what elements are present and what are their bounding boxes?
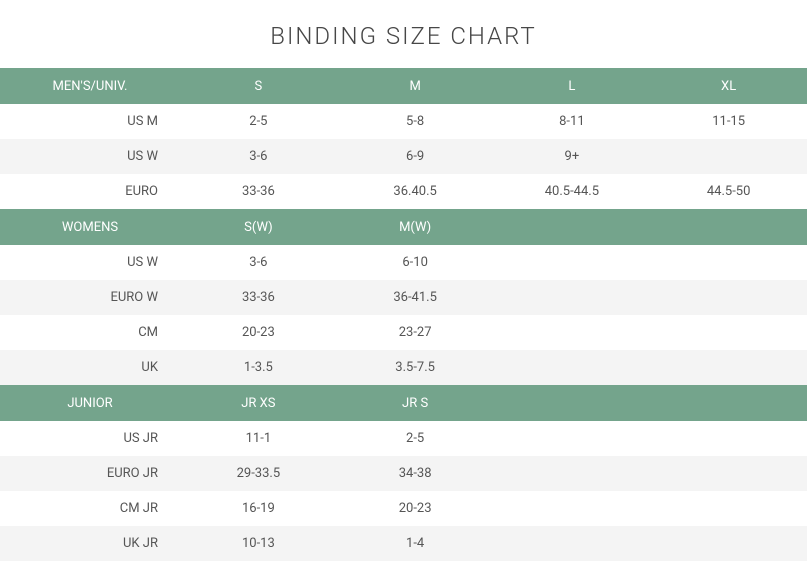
data-cell: 44.5-50	[650, 184, 807, 199]
section-header: WOMENSS(W)M(W)	[0, 209, 807, 245]
data-cell: 34-38	[337, 466, 494, 481]
table-row: US JR11-12-5	[0, 421, 807, 456]
data-cell: 33-36	[180, 290, 337, 305]
table-row: US W3-66-10	[0, 245, 807, 280]
data-cell: 6-9	[337, 149, 494, 164]
table-row: EURO33-3636.40.540.5-44.544.5-50	[0, 174, 807, 209]
header-cell: M(W)	[337, 220, 494, 235]
row-label: US W	[0, 149, 180, 164]
data-cell: 36.40.5	[337, 184, 494, 199]
data-cell: 20-23	[337, 501, 494, 516]
header-cell: L	[494, 79, 651, 94]
data-cell: 36-41.5	[337, 290, 494, 305]
row-label: UK JR	[0, 536, 180, 551]
data-cell: 16-19	[180, 501, 337, 516]
header-label: WOMENS	[0, 220, 180, 235]
row-label: UK	[0, 360, 180, 375]
section-header: MEN'S/UNIV.SMLXL	[0, 68, 807, 104]
header-cell: JR S	[337, 396, 494, 411]
row-label: EURO	[0, 184, 180, 199]
table-row: EURO W33-3636-41.5	[0, 280, 807, 315]
row-label: US W	[0, 255, 180, 270]
header-cell: S(W)	[180, 220, 337, 235]
data-cell: 2-5	[180, 114, 337, 129]
data-cell: 10-13	[180, 536, 337, 551]
table-row: US M2-55-88-1111-15	[0, 104, 807, 139]
data-cell: 29-33.5	[180, 466, 337, 481]
data-cell: 2-5	[337, 431, 494, 446]
data-cell: 6-10	[337, 255, 494, 270]
data-cell: 3-6	[180, 149, 337, 164]
data-cell: 11-1	[180, 431, 337, 446]
header-cell: XL	[650, 79, 807, 94]
page-title: BINDING SIZE CHART	[0, 0, 807, 68]
row-label: CM	[0, 325, 180, 340]
row-label: US JR	[0, 431, 180, 446]
header-cell: JR XS	[180, 396, 337, 411]
row-label: US M	[0, 114, 180, 129]
size-chart: MEN'S/UNIV.SMLXLUS M2-55-88-1111-15US W3…	[0, 68, 807, 561]
data-cell: 40.5-44.5	[494, 184, 651, 199]
header-label: MEN'S/UNIV.	[0, 79, 180, 94]
data-cell: 11-15	[650, 114, 807, 129]
data-cell: 3-6	[180, 255, 337, 270]
data-cell: 9+	[494, 149, 651, 164]
data-cell: 8-11	[494, 114, 651, 129]
row-label: EURO JR	[0, 466, 180, 481]
data-cell: 1-3.5	[180, 360, 337, 375]
row-label: EURO W	[0, 290, 180, 305]
data-cell: 20-23	[180, 325, 337, 340]
table-row: EURO JR29-33.534-38	[0, 456, 807, 491]
table-row: US W3-66-99+	[0, 139, 807, 174]
data-cell: 33-36	[180, 184, 337, 199]
data-cell: 23-27	[337, 325, 494, 340]
section-header: JUNIORJR XSJR S	[0, 385, 807, 421]
table-row: UK1-3.53.5-7.5	[0, 350, 807, 385]
header-label: JUNIOR	[0, 396, 180, 411]
header-cell: M	[337, 79, 494, 94]
table-row: CM20-2323-27	[0, 315, 807, 350]
header-cell: S	[180, 79, 337, 94]
row-label: CM JR	[0, 501, 180, 516]
data-cell: 3.5-7.5	[337, 360, 494, 375]
data-cell: 1-4	[337, 536, 494, 551]
table-row: CM JR16-1920-23	[0, 491, 807, 526]
table-row: UK JR10-131-4	[0, 526, 807, 561]
data-cell: 5-8	[337, 114, 494, 129]
